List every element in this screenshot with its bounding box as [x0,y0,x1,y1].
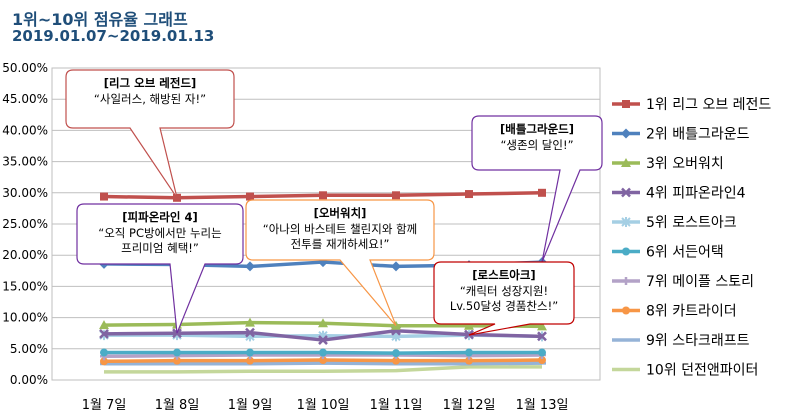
series-line-10 [104,365,542,374]
data-point [391,261,401,272]
data-point [465,348,473,357]
data-point [246,356,254,365]
legend-label: 3위 오버워치 [646,156,724,172]
legend-label: 8위 카트라이더 [646,304,737,320]
data-point [392,191,400,200]
data-point [465,190,473,199]
annotation-callout-lol [65,69,235,199]
annotation-title: [리그 오브 레전드] [104,76,197,90]
y-tick-label: 40.00% [2,123,48,137]
x-tick-label: 1월 10일 [297,398,350,413]
annotation-text: “캐릭터 성장지원! [460,284,548,298]
data-point [245,327,255,338]
annotation-callout-la [433,261,575,336]
legend-marker [622,306,630,315]
annotation-callout-ow [245,199,435,327]
data-point [318,335,328,345]
y-tick-label: 30.00% [2,186,48,200]
data-point [464,320,474,330]
legend-label: 10위 던전앤파이터 [646,363,758,379]
legend-marker [621,217,631,227]
x-tick-label: 1월 8일 [155,398,200,413]
data-point [100,348,108,357]
data-point [319,356,327,365]
data-point [100,357,108,366]
legend-marker [622,100,630,108]
x-tick-label: 1월 13일 [516,398,569,413]
data-point [465,356,473,365]
legend-marker [622,277,630,285]
data-point [245,261,255,272]
x-tick-label: 1월 7일 [82,398,127,413]
data-point [538,356,546,365]
annotation-text: “생존의 달인!” [500,138,573,152]
chart-title: 1위~10위 점유율 그래프 [12,10,188,29]
annotation-text: “사일러스, 해방된 자!” [94,92,206,106]
annotation-title: [배틀그라운드] [500,122,574,136]
annotation-title: [로스트아크] [472,268,535,282]
data-point [99,328,109,339]
x-tick-label: 1월 12일 [443,398,496,413]
y-tick-label: 20.00% [2,248,48,262]
data-point [538,188,546,197]
x-tick-label: 1월 9일 [228,398,273,413]
annotation-text: “오직 PC방에서만 누리는 [98,226,221,240]
annotation-callout-fifa [76,203,244,334]
data-point [173,356,181,365]
data-point [538,348,546,357]
data-point [319,348,327,357]
x-tick-label: 1월 11일 [370,398,423,413]
data-point [319,191,327,200]
annotation-text: 프리미엄 혜택!” [121,241,199,255]
data-point [392,356,400,365]
annotation-title: [오버워치] [314,206,367,220]
data-point [246,192,254,201]
data-point [318,318,328,328]
legend-label: 4위 피파온라인4 [646,186,746,202]
legend-label: 1위 리그 오브 레전드 [646,97,771,113]
legend-label: 5위 로스트아크 [646,215,737,231]
data-point [173,348,181,357]
legend-marker [621,187,631,198]
data-point [99,320,109,330]
legend-marker [621,158,631,167]
y-tick-label: 35.00% [2,155,48,169]
annotation-title: [피파온라인 4] [122,210,197,224]
data-point [246,348,254,357]
chart-subtitle: 2019.01.07~2019.01.13 [12,27,215,45]
annotation-text: “아나의 바스테트 챌린지와 함께 [263,222,417,236]
y-tick-label: 0.00% [10,373,48,387]
y-tick-label: 15.00% [2,279,48,293]
y-tick-label: 50.00% [2,61,48,75]
y-tick-label: 10.00% [2,311,48,325]
annotation-callout-pubg [471,115,603,263]
y-tick-label: 5.00% [10,342,48,356]
legend-marker [621,128,631,139]
legend-label: 9위 스타크래프트 [646,333,750,349]
data-point [537,331,547,342]
legend-label: 7위 메이플 스토리 [646,274,754,290]
legend-label: 2위 배틀그라운드 [646,127,750,143]
y-tick-label: 25.00% [2,217,48,231]
y-tick-label: 45.00% [2,92,48,106]
annotation-text: Lv.50달성 경품찬스!” [450,299,558,313]
data-point [537,321,547,331]
data-point [392,349,400,358]
legend-marker [622,247,630,256]
data-point [245,317,255,327]
legend-label: 6위 서든어택 [646,245,724,261]
annotation-text: 전투를 재개하세요!” [291,237,390,251]
data-point [100,192,108,201]
